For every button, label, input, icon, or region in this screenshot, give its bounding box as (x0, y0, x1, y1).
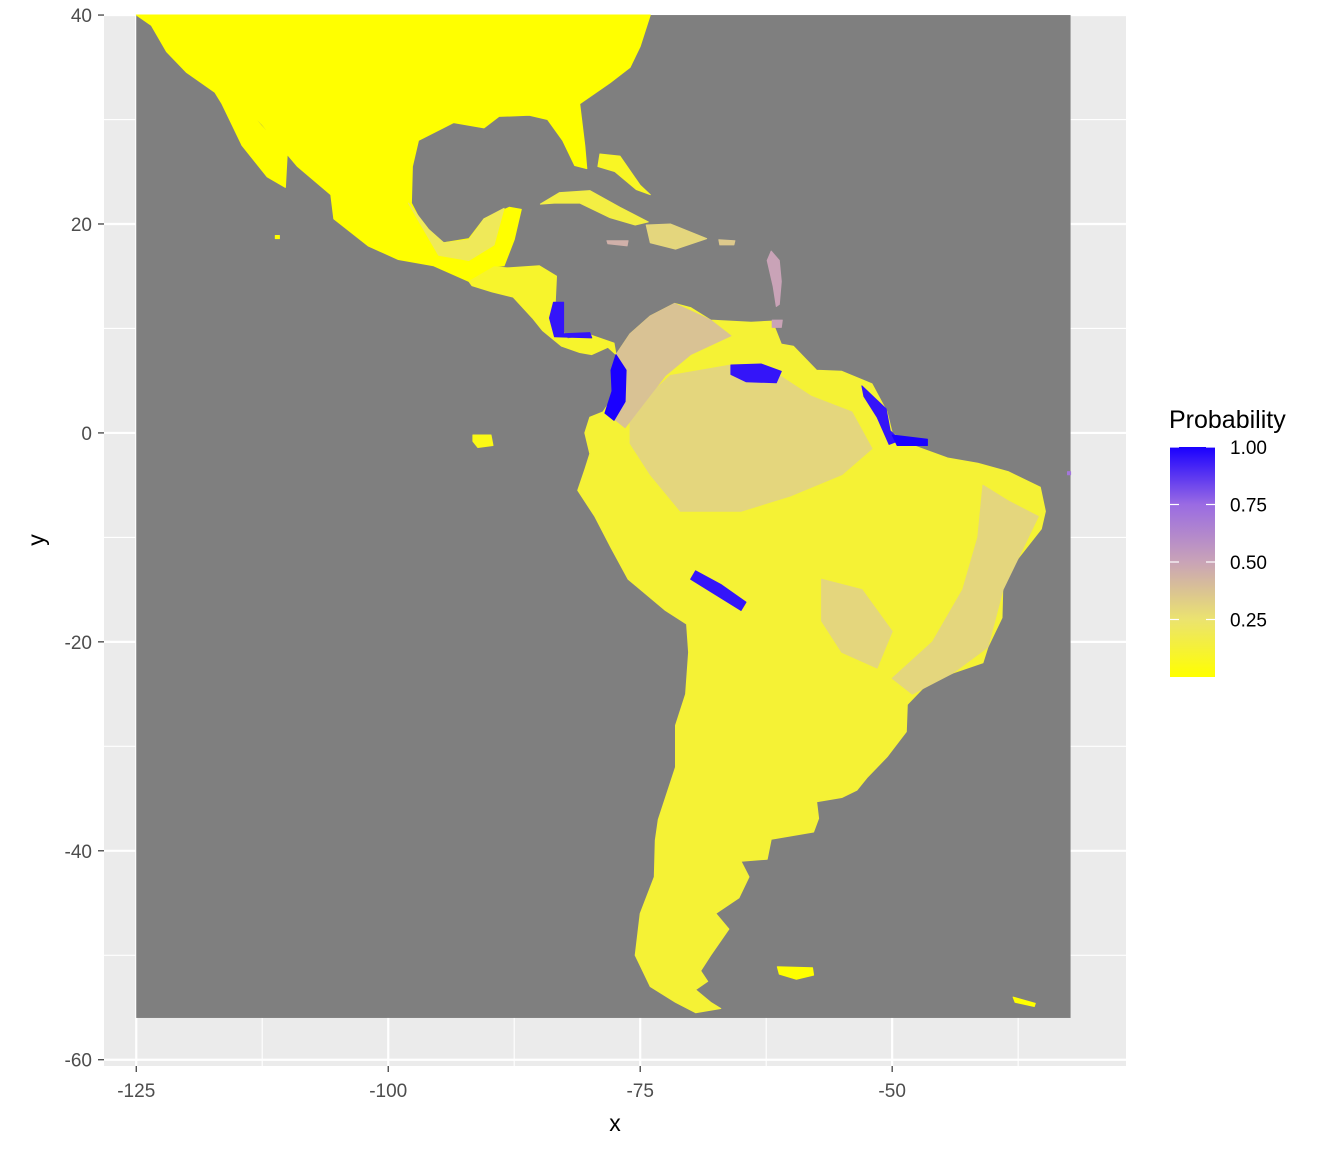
region-atlantic-forest (891, 484, 1039, 695)
y-tick-label: -20 (65, 633, 92, 654)
region-cerrado-patch (821, 578, 893, 669)
region-trinidad (771, 319, 783, 328)
legend-ticks: 1.00 0.75 0.50 0.25 (1170, 438, 1267, 632)
legend-title: Probability (1169, 406, 1286, 434)
legend-label: 0.75 (1230, 496, 1267, 517)
region-panama-coast-high (549, 301, 593, 339)
y-axis-title: y (23, 534, 49, 546)
region-puerto-rico (718, 239, 736, 246)
region-guiana-coast-high (861, 385, 901, 445)
region-north-america (135, 14, 651, 282)
region-amazon-mouth-high (891, 434, 928, 446)
x-axis: -125 -100 -75 -50 (117, 1066, 906, 1102)
x-axis-title: x (609, 1110, 621, 1136)
region-jamaica (606, 240, 629, 247)
region-falklands (776, 966, 815, 980)
region-bahamas (597, 153, 651, 196)
x-tick-label: -125 (117, 1081, 155, 1102)
legend: Probability 1.00 0.75 0.50 0.25 (1169, 406, 1286, 677)
region-revillagigedo (274, 235, 280, 240)
y-axis: 40 20 0 -20 -40 -60 (65, 6, 104, 1072)
region-lesser-antilles (766, 250, 782, 307)
legend-label: 0.50 (1230, 553, 1267, 574)
legend-label: 1.00 (1230, 438, 1267, 459)
region-guiana-highlands-high (730, 363, 782, 384)
region-fernando-de-noronha (1067, 471, 1072, 476)
y-tick-label: 0 (81, 424, 92, 445)
region-hispaniola (645, 223, 708, 250)
x-tick-label: -100 (369, 1081, 407, 1102)
y-tick-label: 20 (71, 215, 92, 236)
x-tick-label: -75 (626, 1081, 653, 1102)
region-south-georgia (1012, 996, 1036, 1007)
y-tick-label: -40 (65, 842, 92, 863)
legend-label: 0.25 (1230, 611, 1267, 632)
y-tick-label: 40 (71, 6, 92, 27)
y-tick-label: -60 (65, 1051, 92, 1072)
region-galapagos (472, 434, 494, 448)
region-central-america (468, 265, 617, 356)
region-bolivian-yungas-high (690, 570, 747, 611)
x-tick-label: -50 (878, 1081, 905, 1102)
region-colombian-pacific-high (604, 354, 627, 421)
region-mexico-gulf-slope (407, 202, 505, 261)
probability-raster (135, 14, 1072, 1018)
region-cuba (539, 190, 649, 226)
